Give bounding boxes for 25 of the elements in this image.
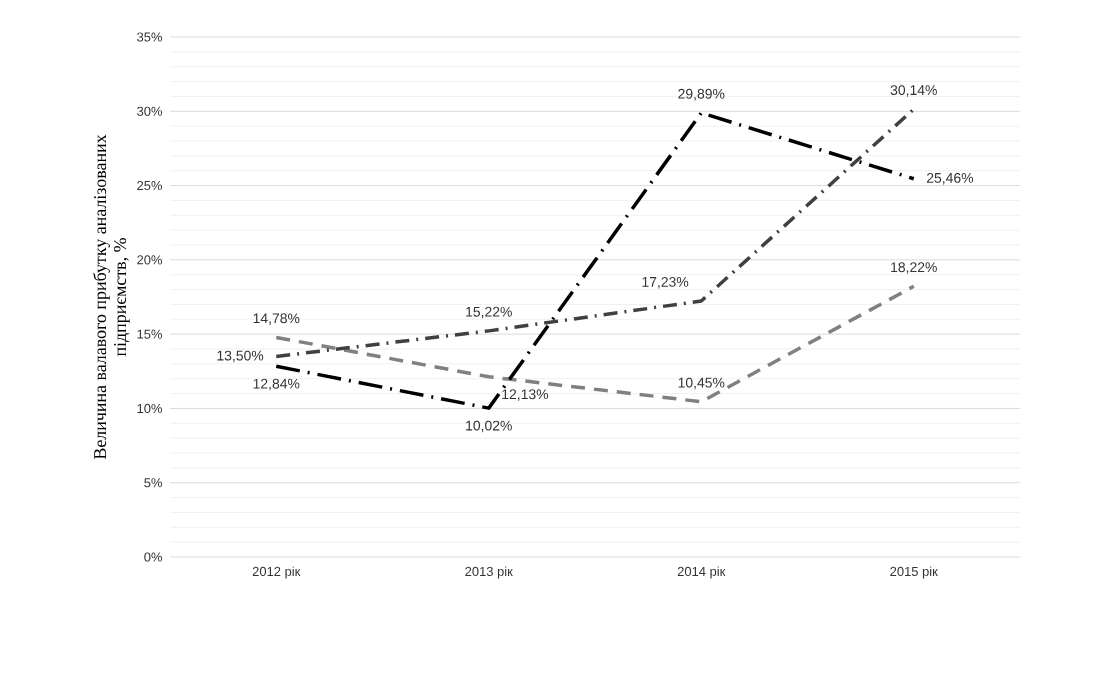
data-label: 10,02% [466, 420, 512, 433]
y-tick-label: 20% [137, 255, 163, 265]
data-label: 12,13% [502, 389, 549, 401]
y-tick-label: 5% [144, 478, 163, 488]
data-label: 13,50% [217, 350, 264, 363]
x-tick-label: 2013 рік [465, 566, 513, 579]
y-tick-label: 10% [137, 403, 163, 414]
y-tick-label: 35% [137, 32, 163, 42]
y-tick-label: 30% [137, 106, 163, 116]
x-tick-label: 2012 рік [252, 566, 301, 579]
x-tick-label: 2014 рік [677, 566, 726, 579]
y-tick-label: 0% [144, 552, 163, 562]
data-label: 30,14% [890, 85, 937, 97]
data-label: 29,89% [678, 88, 725, 101]
data-label: 10,45% [678, 377, 725, 390]
x-tick-label: 2015 рік [890, 566, 938, 579]
data-label: 18,22% [891, 262, 937, 274]
y-tick-label: 25% [137, 180, 163, 191]
data-label: 12,84% [253, 378, 300, 391]
data-label: 17,23% [642, 276, 689, 289]
data-label: 25,46% [926, 172, 974, 185]
data-label: 15,22% [466, 306, 512, 319]
y-axis-title: Величина валавого прибутку аналізованих підприємств, % [93, 134, 130, 460]
data-label: 14,78% [253, 313, 300, 325]
y-tick-label: 15% [137, 329, 163, 339]
